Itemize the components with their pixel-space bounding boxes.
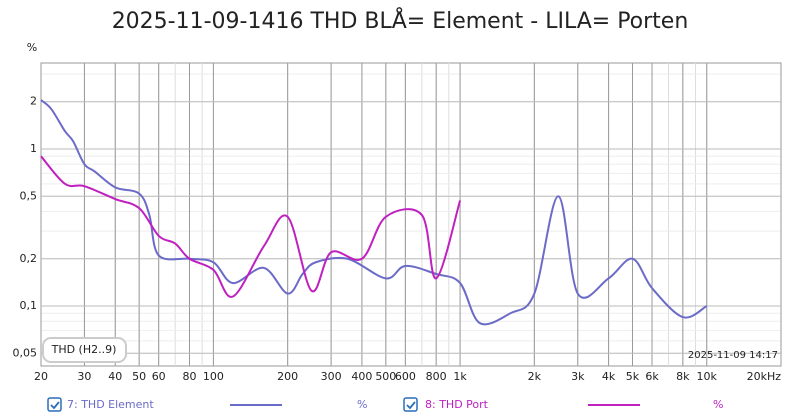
x-tick-label: 4k [602,370,616,383]
x-tick-label: 1k [453,370,467,383]
legend-unit: % [357,398,367,411]
x-tick-label: 100 [203,370,224,383]
legend-entry[interactable]: 7: THD Element% [47,397,367,412]
y-tick-label: 0,05 [13,346,38,359]
x-tick-label: 40 [108,370,122,383]
legend-checkbox[interactable] [403,397,418,412]
x-tick-label: 3k [571,370,585,383]
x-tick-label: 30 [77,370,91,383]
x-tick-label: 2k [528,370,542,383]
x-tick-label: 800 [426,370,447,383]
x-tick-label: 8k [676,370,690,383]
y-tick-label: 1 [30,142,37,155]
plot-frame [40,62,782,367]
checkmark [50,401,60,410]
y-tick-label: 0,1 [20,299,38,312]
legend-entry[interactable]: 8: THD Port% [403,397,723,412]
y-tick-label: 0,2 [20,252,38,265]
x-tick-label: 600 [395,370,416,383]
x-tick-label: 5k [626,370,640,383]
series-line [40,155,462,298]
x-tick-label: 300 [321,370,342,383]
annotation: 2025-11-09 14:17 [688,350,778,361]
x-tick-label: 10k [697,370,718,383]
annotation: THD (H2..9) [51,343,117,356]
x-tick-label: 20 [34,370,48,383]
x-tick-label: 20kHz [747,370,782,383]
legend-label: 7: THD Element [67,398,154,411]
chart-title: 2025-11-09-1416 THD BLÅ= Element - LILA=… [112,7,689,34]
grid [40,63,782,366]
y-axis-label: % [27,41,37,54]
x-tick-label: 60 [152,370,166,383]
x-tick-label: 400 [351,370,372,383]
series-line [40,99,708,326]
x-tick-label: 80 [183,370,197,383]
legend-unit: % [713,398,723,411]
x-tick-label: 6k [645,370,659,383]
legend-checkbox[interactable] [47,397,62,412]
x-tick-label: 50 [132,370,146,383]
y-tick-label: 0,5 [20,189,38,202]
x-tick-label: 500 [375,370,396,383]
legend-label: 8: THD Port [425,398,489,411]
annotation-box [42,337,127,363]
checkmark [406,401,416,410]
x-tick-label: 200 [277,370,298,383]
y-tick-label: 2 [30,95,37,108]
